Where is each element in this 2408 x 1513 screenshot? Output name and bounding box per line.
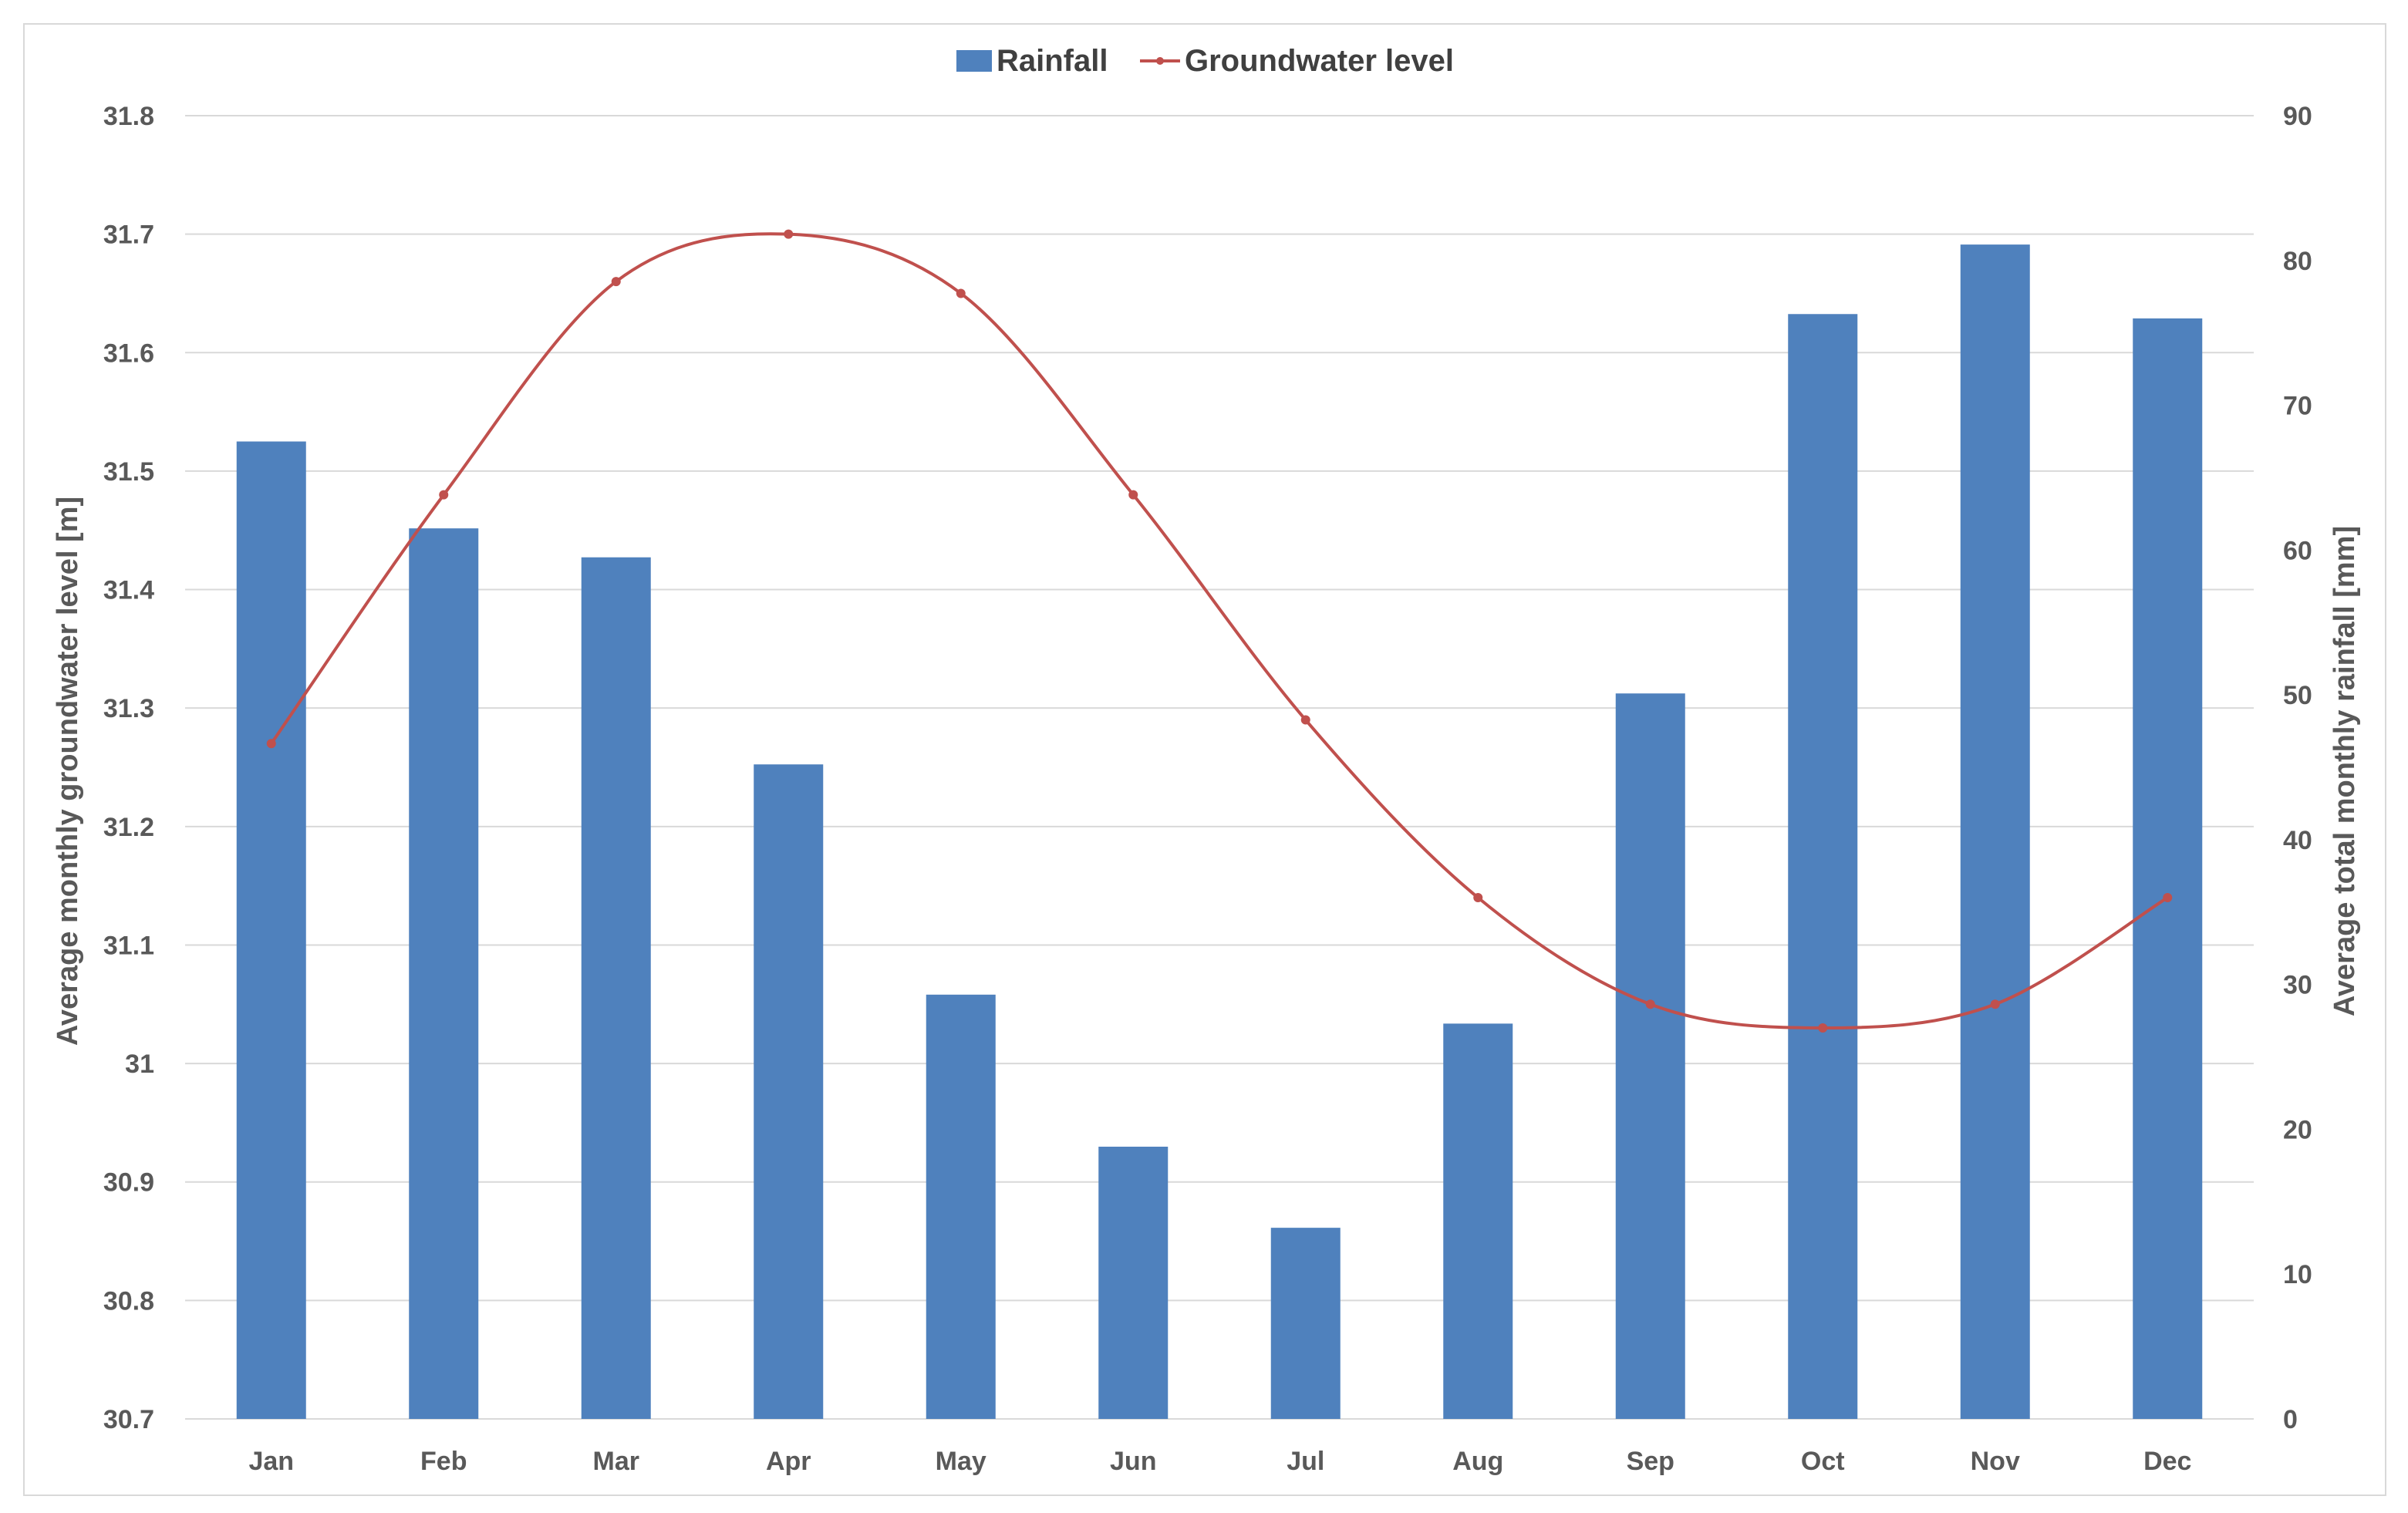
x-tick-label: Dec [2143, 1447, 2191, 1476]
groundwater-point [611, 277, 621, 287]
left-tick-label: 31.7 [103, 221, 154, 250]
rainfall-bar [1960, 244, 2030, 1420]
groundwater-point [1990, 999, 2000, 1009]
rainfall-bars [236, 244, 2203, 1420]
rainfall-bar [1098, 1146, 1169, 1419]
groundwater-point [1818, 1023, 1828, 1033]
legend: Rainfall Groundwater level [956, 44, 1454, 78]
x-tick-label: Jul [1287, 1447, 1324, 1476]
x-tick-label: Apr [766, 1447, 811, 1476]
left-tick-label: 31.5 [103, 457, 154, 487]
x-tick-label: Jun [1110, 1447, 1156, 1476]
x-tick-label: Aug [1452, 1447, 1503, 1476]
left-tick-label: 31.2 [103, 813, 154, 842]
groundwater-point [1645, 999, 1655, 1009]
left-tick-label: 31.4 [103, 576, 154, 605]
rainfall-bar [581, 557, 651, 1420]
right-tick-label: 30 [2283, 971, 2312, 1000]
gridlines [185, 115, 2254, 1420]
left-axis-ticks: 30.7 30.8 30.9 31 31.1 31.2 31.3 31.4 31.5 31.6 31… [103, 102, 154, 1434]
right-tick-label: 70 [2283, 392, 2312, 421]
left-tick-label: 30.9 [103, 1168, 154, 1198]
legend-groundwater-marker [1156, 57, 1164, 65]
groundwater-point [784, 229, 794, 239]
rainfall-bar [1270, 1228, 1341, 1419]
right-axis-title: Average total monthly rainfall [mm] [2329, 526, 2361, 1016]
rainfall-bar [236, 441, 306, 1419]
rainfall-bar [2133, 318, 2203, 1419]
left-tick-label: 30.7 [103, 1405, 154, 1434]
right-tick-label: 90 [2283, 102, 2312, 131]
legend-rainfall-swatch [956, 50, 992, 72]
x-tick-label: May [936, 1447, 986, 1476]
groundwater-point [1128, 490, 1138, 500]
right-tick-label: 10 [2283, 1260, 2312, 1289]
rainfall-bar [1615, 693, 1685, 1419]
legend-rainfall-label: Rainfall [997, 44, 1108, 78]
right-tick-label: 80 [2283, 247, 2312, 276]
x-tick-label: Feb [420, 1447, 467, 1476]
x-tick-label: Sep [1627, 1447, 1674, 1476]
groundwater-point [439, 490, 449, 500]
left-tick-label: 31.6 [103, 339, 154, 368]
rainfall-bar [926, 994, 996, 1419]
groundwater-point [2163, 893, 2173, 902]
x-axis-ticks: Jan Feb Mar Apr May Jun Jul Aug Sep Oct Nov Dec [248, 1447, 2191, 1476]
rainfall-bar [1788, 314, 1858, 1419]
x-tick-label: Mar [593, 1447, 639, 1476]
x-tick-label: Nov [1971, 1447, 2020, 1476]
left-axis-title: Average monthly groundwater level [m] [52, 497, 84, 1046]
groundwater-point [956, 288, 966, 298]
left-tick-label: 31.8 [103, 102, 154, 131]
chart-frame [23, 23, 2386, 1496]
left-tick-label: 31.3 [103, 694, 154, 723]
groundwater-line [266, 229, 2173, 1033]
legend-groundwater-label: Groundwater level [1185, 44, 1454, 78]
right-tick-label: 20 [2283, 1115, 2312, 1144]
left-tick-label: 30.8 [103, 1286, 154, 1316]
left-tick-label: 31 [125, 1050, 154, 1079]
rainfall-bar [754, 764, 824, 1419]
right-tick-label: 50 [2283, 681, 2312, 710]
x-tick-label: Jan [248, 1447, 294, 1476]
rainfall-bar [1443, 1023, 1513, 1419]
right-tick-label: 60 [2283, 536, 2312, 565]
rainfall-bar [409, 528, 479, 1419]
groundwater-point [266, 739, 276, 749]
right-tick-label: 0 [2283, 1405, 2298, 1434]
right-axis-ticks: 0 10 20 30 40 50 60 70 80 90 [2283, 102, 2312, 1434]
groundwater-point [1473, 893, 1483, 902]
x-tick-label: Oct [1801, 1447, 1845, 1476]
groundwater-point [1300, 715, 1310, 725]
left-tick-label: 31.1 [103, 931, 154, 960]
right-tick-label: 40 [2283, 826, 2312, 855]
